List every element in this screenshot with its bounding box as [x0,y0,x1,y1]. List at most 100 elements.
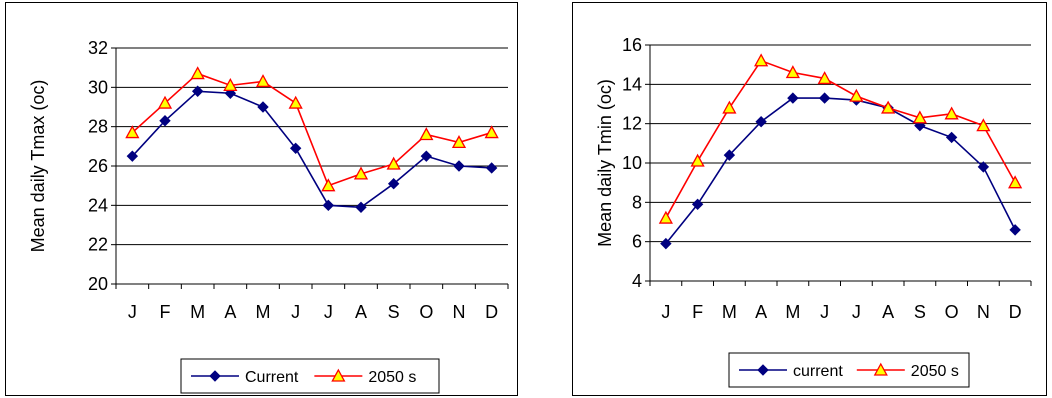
data-point [125,125,140,139]
data-point [690,153,705,167]
x-tick-label: O [945,302,959,322]
x-tick-label: J [661,302,670,322]
series-line-current [131,90,492,209]
data-point [126,150,139,162]
x-tick-label: F [160,302,171,322]
data-point [817,71,832,85]
y-tick-label: 32 [88,38,108,58]
data-point [787,92,799,104]
tmin-chart-panel: 4 6 8 10 12 14 16 J F M A M J J A S O N D Mean daily Tmin (… [572,2,1047,396]
x-tick-label: J [852,302,861,322]
tmax-chart-panel: 20 22 24 26 28 30 32 J F M A M J J A S O N D Mean daily Tma… [5,2,518,396]
x-tick-label: A [355,302,367,322]
data-point [755,115,767,128]
y-axis-title: Mean daily Tmin (oc) [595,79,615,247]
x-tick-label: S [914,302,926,322]
series-line-current [665,97,1016,245]
x-tick-label: M [256,302,271,322]
data-point [977,161,990,173]
y-tick-label: 12 [622,114,642,134]
x-tick-label: M [785,302,800,322]
data-point [322,199,335,212]
x-tick-label: O [419,302,433,322]
y-tick-label: 10 [622,153,642,173]
data-point [1009,224,1021,236]
data-point [387,177,400,190]
data-point [420,150,433,162]
data-point [355,201,367,214]
data-point [321,178,336,192]
data-point [691,198,704,211]
x-tick-label: M [722,302,737,322]
x-tick-label: J [820,302,829,322]
data-point [722,100,737,114]
y-tick-label: 6 [632,232,642,252]
data-point [451,135,467,149]
data-point [754,53,769,67]
legend-marker [873,362,888,376]
x-tick-label: N [977,302,990,322]
x-tick-label: D [1009,302,1022,322]
x-tick-label: N [453,302,466,322]
data-point [785,65,800,79]
data-point [818,92,831,104]
y-tick-label: 8 [632,192,642,212]
y-tick-label: 26 [88,156,108,176]
x-tick-label: S [388,302,400,322]
data-point [289,142,302,155]
data-point [353,166,369,180]
data-point [484,125,499,139]
series-line-2050-s [665,59,1016,219]
data-point [485,162,498,174]
legend-label: 2050 s [368,369,416,386]
data-point [191,85,204,97]
data-point [944,106,959,120]
data-point [976,118,991,132]
data-point [159,115,171,127]
legend-label: Current [245,369,299,386]
y-tick-label: 28 [88,117,108,137]
data-point [658,210,673,224]
data-point [912,110,927,124]
x-tick-label: A [224,302,236,322]
x-tick-label: J [128,302,137,322]
data-point [223,78,238,92]
legend-label: current [793,363,843,380]
x-tick-label: A [755,302,767,322]
data-point [723,149,736,161]
data-point [255,74,271,88]
x-tick-label: J [291,302,300,322]
data-point [881,100,896,114]
data-point [257,101,269,113]
data-point [190,66,205,80]
x-tick-label: F [692,302,703,322]
x-tick-label: J [324,302,333,322]
x-tick-label: M [190,302,205,322]
y-tick-label: 14 [622,74,642,94]
data-point [453,160,465,172]
y-tick-label: 30 [88,77,108,97]
x-tick-label: D [485,302,498,322]
x-tick-label: A [882,302,894,322]
data-point [660,237,672,250]
series-line-2050-s [131,72,492,187]
legend-label: 2050 s [911,363,959,380]
legend-marker [331,368,346,382]
legend-marker [209,370,221,382]
y-tick-label: 24 [88,195,108,215]
y-tick-label: 22 [88,235,108,255]
data-point [419,127,434,141]
data-point [945,131,958,144]
data-point [288,95,303,109]
y-tick-label: 16 [622,35,642,55]
y-tick-label: 4 [632,271,642,291]
data-point [1008,175,1023,189]
data-point [386,156,401,170]
data-point [157,95,173,109]
legend-marker [757,364,769,376]
data-point [849,88,864,102]
y-tick-label: 20 [88,274,108,294]
y-axis-title: Mean daily Tmax (oc) [28,80,48,253]
